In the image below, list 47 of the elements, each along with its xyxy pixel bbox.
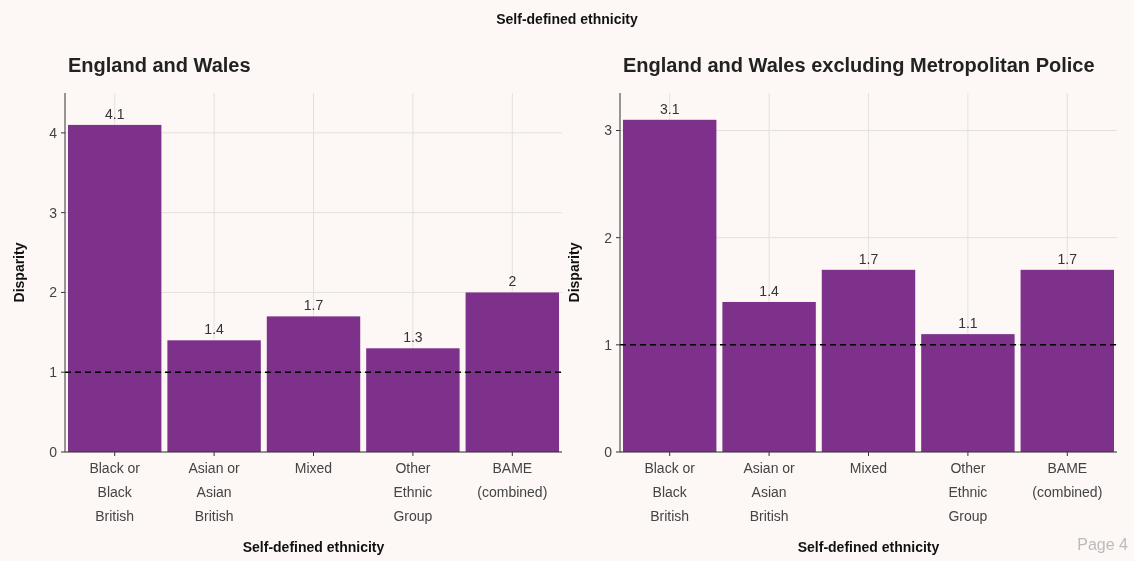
data-label: 1.7 xyxy=(858,250,879,267)
y-tick-label: 1 xyxy=(49,364,58,381)
y-tick-label: 2 xyxy=(604,229,613,246)
x-tick-label: BAME (combined) xyxy=(1032,460,1103,500)
bar xyxy=(67,124,162,452)
data-label: 1.4 xyxy=(759,282,780,299)
text: Self-defined ethnicity xyxy=(496,11,638,27)
chart-title: England and Wales excluding Metropolitan Police xyxy=(623,54,1095,76)
data-label: 1.7 xyxy=(1057,250,1078,267)
y-tick-label: 3 xyxy=(604,122,613,139)
x-tick-label: Black or Black British xyxy=(644,460,696,524)
x-tick-label: Other Ethnic Group xyxy=(393,460,433,524)
bar xyxy=(1020,269,1115,452)
x-tick-label: BAME (combined) xyxy=(477,460,548,500)
data-label: 3.1 xyxy=(659,100,680,117)
y-axis-title: Disparity xyxy=(566,242,582,303)
y-tick-label: 4 xyxy=(49,124,58,141)
y-tick-label: 3 xyxy=(49,204,58,221)
y-axis-title: Disparity xyxy=(11,242,27,303)
x-axis-title: Self-defined ethnicity xyxy=(797,539,940,555)
bar xyxy=(821,269,916,452)
bar xyxy=(366,348,460,452)
y-tick-label: 2 xyxy=(49,284,58,301)
y-tick-label: 0 xyxy=(49,443,58,460)
data-label: 1.4 xyxy=(204,321,225,338)
data-label: 2 xyxy=(508,273,517,290)
chart-title: England and Wales xyxy=(68,54,251,76)
x-tick-label: Asian or Asian British xyxy=(188,460,241,524)
bar xyxy=(921,334,1015,452)
bar xyxy=(266,316,361,452)
data-label: 1.1 xyxy=(958,315,978,332)
bar xyxy=(622,119,717,452)
data-label: 1.3 xyxy=(403,329,423,346)
y-tick-label: 1 xyxy=(604,336,613,353)
data-label: 4.1 xyxy=(104,105,125,122)
x-axis-title: Self-defined ethnicity xyxy=(242,539,385,555)
x-tick-label: Mixed xyxy=(294,460,333,476)
y-tick-label: 0 xyxy=(604,443,613,460)
x-tick-label: Other Ethnic Group xyxy=(948,460,988,524)
x-tick-label: Mixed xyxy=(849,460,888,476)
bar xyxy=(722,301,816,452)
x-tick-label: Asian or Asian British xyxy=(743,460,796,524)
text: Page 4 xyxy=(1077,536,1129,553)
bar xyxy=(465,292,560,452)
data-label: 1.7 xyxy=(303,297,324,314)
bar xyxy=(167,340,261,452)
x-tick-label: Black or Black British xyxy=(89,460,141,524)
